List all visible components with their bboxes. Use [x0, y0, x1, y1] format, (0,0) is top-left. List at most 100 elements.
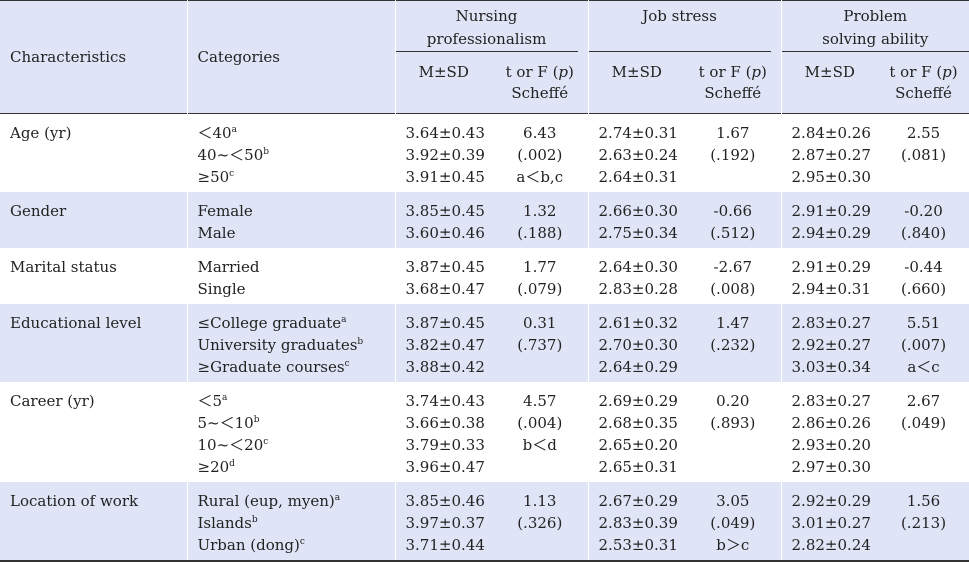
header-characteristics: Characteristics — [0, 0, 188, 114]
characteristic-label: Age (yr) — [10, 124, 72, 142]
category-line: Urban (dong)c — [197, 536, 305, 554]
cell-line: (.232) — [710, 336, 756, 354]
table-row: Age (yr) ＜40a 40~＜50b ≥50c 3.64±0.43 3.92±0.3… — [0, 113, 969, 193]
np-msd: 3.64±0.43 3.92±0.39 3.91±0.45 — [395, 114, 492, 193]
cell-line: a＜c — [907, 358, 940, 376]
ps-stat: 5.51 (.007) a＜c — [878, 304, 969, 382]
cell-line: 2.97±0.30 — [791, 458, 871, 476]
cell-line: 1.56 — [906, 492, 941, 510]
row-characteristic: Educational level — [0, 304, 188, 382]
cell-line: 3.87±0.45 — [405, 314, 485, 332]
cell-line: 2.64±0.30 — [598, 258, 678, 276]
np-stat: 6.43 (.002) a＜b,c — [492, 113, 589, 192]
cell-line: 2.83±0.39 — [598, 514, 678, 532]
category-line: ≥20d — [197, 458, 235, 476]
category-line: Male — [197, 224, 236, 242]
cell-line: (.049) — [900, 414, 947, 432]
cell-line: (.840) — [900, 224, 947, 242]
header-categories: Categories — [187, 0, 396, 114]
table-row: Marital status Married Single 3.87±0.45 3.68… — [0, 248, 969, 304]
category-line: 5~＜10b — [197, 414, 260, 432]
ps-stat: -0.44 (.660) — [878, 248, 969, 304]
header-np-stat: t or F (p) Scheffé — [492, 52, 589, 114]
cell-line: 3.66±0.38 — [405, 414, 485, 432]
np-stat: 1.77 (.079) — [492, 248, 589, 304]
category-line: ≤College graduatea — [197, 314, 347, 332]
ps-msd: 2.91±0.29 2.94±0.31 — [781, 248, 878, 304]
header-js-msd: M±SD — [588, 52, 686, 114]
cell-line: 3.87±0.45 — [405, 258, 485, 276]
cell-line: (.008) — [710, 280, 756, 298]
characteristic-label: Marital status — [10, 258, 117, 276]
js-msd: 2.61±0.32 2.70±0.30 2.64±0.29 — [588, 304, 686, 382]
category-line: ＜5a — [197, 392, 228, 410]
cell-line: (.893) — [710, 414, 756, 432]
category-line: 40~＜50b — [197, 146, 270, 164]
cell-line: 2.83±0.27 — [791, 314, 871, 332]
np-stat: 1.32 (.188) — [492, 192, 589, 248]
cell-line: (.079) — [517, 280, 563, 298]
table-row: Location of work Rural (eup, myen)a Island… — [0, 482, 969, 561]
cell-line: 3.88±0.42 — [405, 358, 485, 376]
ps-stat: 1.56 (.213) — [878, 482, 969, 561]
category-line: ≥50c — [197, 168, 235, 186]
cell-line: 3.85±0.46 — [405, 492, 485, 510]
cell-line: 3.92±0.39 — [405, 146, 485, 164]
ps-stat: 2.55 (.081) — [878, 114, 969, 193]
cell-line: 2.55 — [906, 124, 941, 142]
cell-line: 2.91±0.29 — [791, 258, 871, 276]
cell-line: (.737) — [517, 336, 563, 354]
row-categories: Rural (eup, myen)a Islandsb Urban (dong)c — [187, 482, 396, 561]
characteristic-label: Gender — [10, 202, 67, 220]
header-group-jobstress: Job stress — [588, 0, 782, 52]
cell-line: (.192) — [710, 146, 756, 164]
cell-line: 2.92±0.29 — [791, 492, 871, 510]
cell-line: b＞c — [716, 536, 750, 554]
cell-line: (.002) — [517, 146, 563, 164]
category-line: 10~＜20c — [197, 436, 269, 454]
cell-line: 2.53±0.31 — [598, 536, 678, 554]
cell-line: 1.32 — [523, 202, 557, 220]
cell-line: (.049) — [710, 514, 756, 532]
js-msd: 2.69±0.29 2.68±0.35 2.65±0.20 2.65±0.31 — [588, 382, 685, 482]
cell-line: 3.68±0.47 — [405, 280, 485, 298]
cell-line: (.188) — [517, 224, 563, 242]
js-stat: 0.20 (.893) — [685, 382, 782, 482]
characteristic-label: Location of work — [10, 492, 139, 510]
cell-line: 2.93±0.20 — [791, 436, 871, 454]
row-categories: ＜40a 40~＜50b ≥50c — [187, 113, 396, 192]
np-msd: 3.85±0.46 3.97±0.37 3.71±0.44 — [395, 482, 492, 561]
characteristic-label: Career (yr) — [10, 392, 95, 410]
cell-line: (.007) — [900, 336, 947, 354]
np-stat: 1.13 (.326) — [492, 482, 589, 561]
cell-line: 2.69±0.29 — [598, 392, 678, 410]
row-characteristic: Gender — [0, 192, 188, 248]
js-msd: 2.67±0.29 2.83±0.39 2.53±0.31 — [588, 482, 686, 561]
cell-line: 2.86±0.26 — [791, 414, 871, 432]
cell-line: (.081) — [900, 146, 947, 164]
cell-line: 4.57 — [523, 392, 557, 410]
ps-msd: 2.83±0.27 2.92±0.27 3.03±0.34 — [781, 304, 879, 382]
cell-line: 3.05 — [716, 492, 750, 510]
cell-line: -0.20 — [904, 202, 943, 220]
cell-line: 3.74±0.43 — [405, 392, 485, 410]
cell-line: 1.47 — [716, 314, 750, 332]
header-js-stat: t or F (p) Scheffé — [685, 52, 782, 114]
cell-line: (.004) — [517, 414, 563, 432]
cell-line: 2.83±0.27 — [791, 392, 871, 410]
category-line: University graduatesb — [197, 336, 364, 354]
header-ps-stat: t or F (p) Scheffé — [878, 52, 969, 114]
cell-line: 6.43 — [523, 124, 557, 142]
cell-line: 2.66±0.30 — [598, 202, 678, 220]
table-row: Educational level ≤College graduatea Unive… — [0, 304, 969, 382]
js-msd: 2.66±0.30 2.75±0.34 — [588, 192, 686, 248]
ps-stat: -0.20 (.840) — [878, 192, 969, 248]
cell-line: 2.63±0.24 — [598, 146, 678, 164]
cell-line: 2.83±0.28 — [598, 280, 678, 298]
cell-line: a＜b,c — [516, 168, 564, 186]
table-row: Career (yr) ＜5a 5~＜10b 10~＜20c ≥20d 3.74±0.43… — [0, 382, 969, 482]
cell-line: 2.65±0.20 — [598, 436, 678, 454]
table-row: Gender Female Male 3.85±0.45 3.60±0.46 1.32 (.… — [0, 192, 969, 248]
cell-line: 1.77 — [523, 258, 557, 276]
